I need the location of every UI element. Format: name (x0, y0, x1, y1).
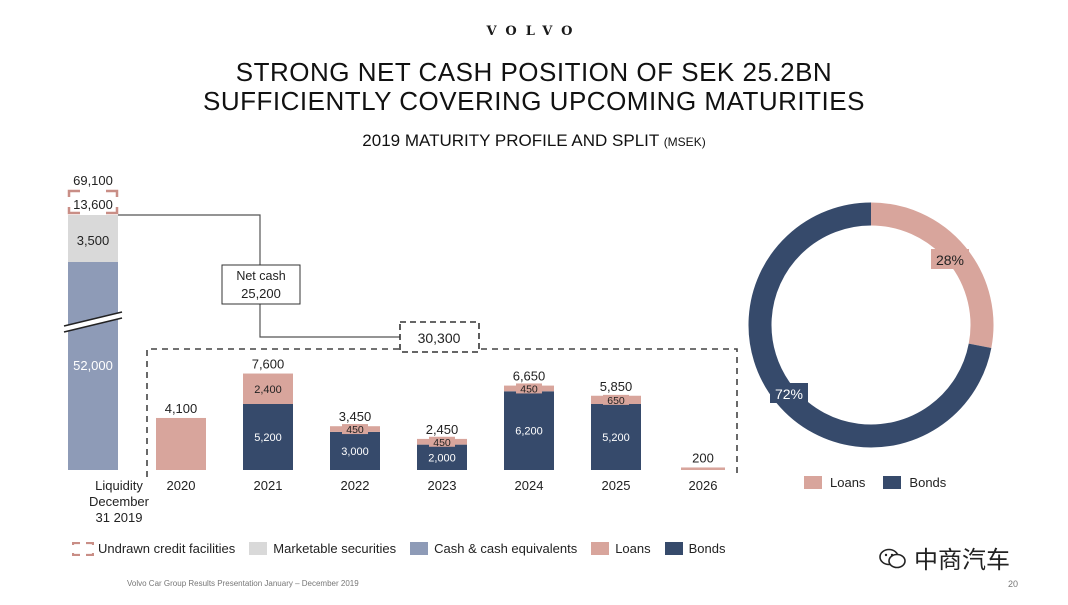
legend-loans-swatch (591, 542, 610, 555)
net-cash-label: Net cash (236, 269, 285, 283)
bar-bonds-label-2021: 5,200 (254, 432, 282, 444)
category-label-2024: 2024 (515, 478, 544, 493)
bar-loans-label-bg-2023 (429, 436, 455, 447)
bar-loans-label-2021: 2,400 (254, 384, 282, 396)
donut-label-loans: 28% (936, 252, 964, 268)
chart-subtitle-text: 2019 MATURITY PROFILE AND SPLIT (362, 131, 659, 150)
donut-label-bonds: 72% (775, 386, 803, 402)
liquidity-marketable-bar (68, 215, 118, 262)
bar-total-label-2022: 3,450 (339, 409, 372, 424)
liquidity-category-label-1: December (89, 494, 150, 509)
legend-marketable-swatch (249, 542, 268, 555)
bar-loans-2021 (243, 373, 293, 404)
maturity-total-box (399, 321, 480, 353)
bar-bonds-2024 (504, 391, 554, 470)
axis-break-line-1 (63, 311, 123, 327)
legend-undrawn-swatch (72, 541, 94, 556)
donut-slice-loans (870, 202, 994, 348)
category-label-2026: 2026 (689, 478, 718, 493)
liquidity-undrawn-bracket (67, 189, 119, 215)
axis-break-gap (64, 312, 122, 332)
bar-loans-label-2023: 450 (433, 437, 451, 449)
liquidity-cash-bar (68, 262, 118, 470)
page-number: 20 (1008, 579, 1019, 589)
watermark-text: 中商汽车 (914, 546, 1010, 574)
bar-bonds-2022 (330, 431, 380, 470)
legend-loans-label: Loans (615, 541, 651, 556)
legend-marketable-label: Marketable securities (273, 541, 397, 556)
volvo-logo: VOLVO (486, 24, 582, 39)
legend-bonds-label: Bonds (688, 541, 726, 556)
donut-legend-bonds-label: Bonds (909, 475, 947, 490)
bar-total-label-2023: 2,450 (426, 422, 459, 437)
bar-bonds-2025 (591, 404, 641, 470)
chart-subtitle-unit: (MSEK) (663, 135, 706, 149)
donut-legend: Loans Bonds (804, 475, 946, 490)
page-title-line1: STRONG NET CASH POSITION OF SEK 25.2BN (235, 57, 833, 87)
legend-cash-label: Cash & cash equivalents (434, 541, 578, 556)
net-cash-connector-top (118, 214, 261, 265)
category-label-2023: 2023 (428, 478, 457, 493)
legend-loans: Loans (591, 541, 651, 556)
category-label-2025: 2025 (602, 478, 631, 493)
liquidity-category-label-0: Liquidity (95, 478, 143, 493)
net-cash-box (221, 264, 301, 305)
liquidity-category-label-2: 31 2019 (96, 510, 143, 525)
legend-bonds-swatch (664, 542, 683, 555)
page-title-line2: SUFFICIENTLY COVERING UPCOMING MATURITIE… (203, 86, 865, 116)
legend-cash: Cash & cash equivalents (410, 541, 577, 556)
net-cash-value: 25,200 (241, 286, 281, 301)
chart-subtitle: 2019 MATURITY PROFILE AND SPLIT (MSEK) (0, 131, 1068, 151)
legend-cash-swatch (410, 542, 429, 555)
liquidity-total-label: 69,100 (73, 173, 113, 188)
bar-total-label-2025: 5,850 (600, 379, 633, 394)
bar-bonds-label-2023: 2,000 (428, 452, 456, 464)
watermark: 中商汽车 (878, 540, 1010, 575)
donut-legend-loans-label: Loans (830, 475, 866, 490)
category-label-2022: 2022 (341, 478, 370, 493)
axis-break-line-2 (63, 317, 123, 333)
liquidity-undrawn-label: 13,600 (73, 197, 113, 212)
bar-loans-2020 (156, 417, 206, 470)
legend-marketable: Marketable securities (249, 541, 396, 556)
bar-total-label-2021: 7,600 (252, 357, 285, 372)
donut-label-bg-bonds (770, 383, 808, 403)
bar-total-label-2020: 4,100 (165, 401, 198, 416)
bar-loans-2026 (681, 467, 725, 470)
donut-legend-loans: Loans (804, 475, 865, 490)
bar-loans-label-2025: 650 (607, 395, 625, 407)
liquidity-cash-label: 52,000 (73, 358, 113, 373)
donut-label-bg-loans (931, 249, 969, 269)
category-label-2020: 2020 (167, 478, 196, 493)
donut-legend-bonds-swatch (883, 476, 902, 489)
liquidity-marketable-label: 3,500 (77, 233, 110, 248)
bar-bonds-label-2024: 6,200 (515, 426, 543, 438)
wechat-icon (879, 548, 906, 568)
bar-bonds-2023 (417, 444, 467, 470)
net-cash-connector-bottom (259, 304, 400, 338)
bar-bonds-label-2025: 5,200 (602, 432, 630, 444)
legend-undrawn: Undrawn credit facilities (72, 541, 235, 556)
donut-legend-bonds: Bonds (883, 475, 946, 490)
donut-legend-loans-swatch (804, 476, 822, 489)
legend-undrawn-label: Undrawn credit facilities (98, 541, 236, 556)
legend: Undrawn credit facilities Marketable sec… (72, 541, 726, 556)
bar-loans-label-bg-2024 (516, 383, 542, 394)
maturity-total-label: 30,300 (418, 330, 461, 346)
footer-text: Volvo Car Group Results Presentation Jan… (127, 579, 359, 588)
bar-bonds-2021 (243, 404, 293, 470)
legend-bonds: Bonds (664, 541, 726, 556)
bar-loans-label-2022: 450 (346, 424, 364, 436)
bar-total-label-2026: 200 (692, 450, 714, 465)
bar-total-label-2024: 6,650 (513, 369, 546, 384)
bar-loans-label-bg-2025 (603, 394, 629, 405)
bar-loans-label-2024: 450 (520, 383, 538, 395)
bar-bonds-label-2022: 3,000 (341, 446, 369, 458)
bar-loans-label-bg-2022 (342, 424, 368, 435)
category-label-2021: 2021 (254, 478, 283, 493)
